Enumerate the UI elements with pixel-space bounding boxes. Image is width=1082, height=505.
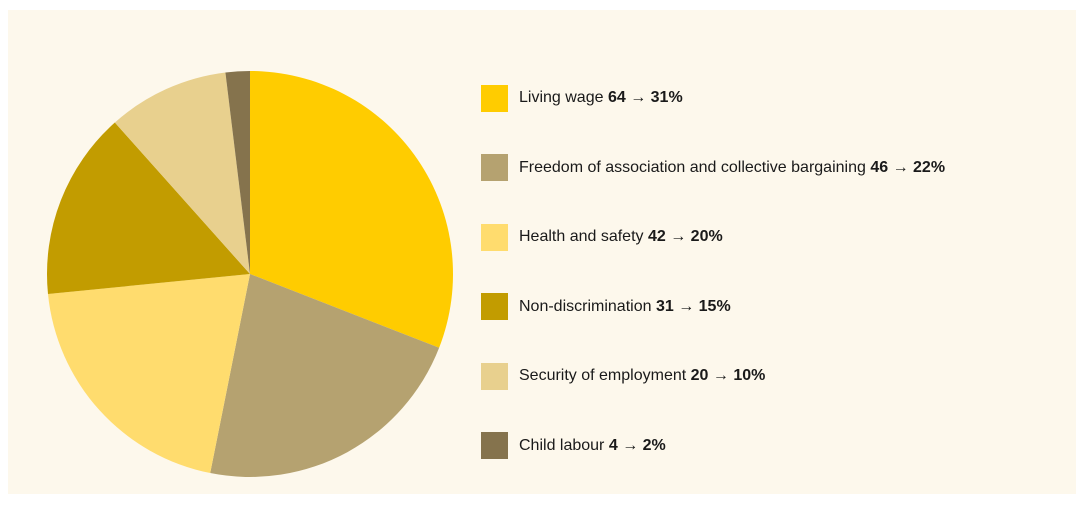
pie-chart — [47, 71, 454, 477]
legend-swatch — [481, 362, 508, 390]
legend-swatch — [481, 84, 508, 112]
legend-item: Child labour 4 → 2% — [481, 432, 945, 460]
legend-item: Freedom of association and collective ba… — [481, 154, 945, 182]
pie-slice-child-labour — [225, 71, 250, 274]
legend-text: Health and safety 42 → 20% — [519, 228, 723, 246]
legend-label: Security of employment — [519, 367, 687, 384]
legend-value: 64 → 31% — [607, 89, 683, 106]
chart-panel: Living wage 64 → 31% Freedom of associati… — [8, 10, 1076, 494]
legend-label: Health and safety — [519, 228, 644, 245]
legend: Living wage 64 → 31% Freedom of associati… — [481, 84, 945, 501]
legend-text: Non-discrimination 31 → 15% — [519, 298, 731, 316]
legend-item: Non-discrimination 31 → 15% — [481, 293, 945, 321]
legend-item: Security of employment 20 → 10% — [481, 362, 945, 390]
legend-value: 42 → 20% — [647, 228, 723, 245]
legend-label: Child labour — [519, 436, 605, 454]
legend-text: Child labour 4 → 2% — [519, 437, 666, 455]
legend-value: 4 → 2% — [608, 436, 666, 454]
legend-text: Security of employment 20 → 10% — [519, 367, 765, 385]
legend-text: Freedom of association and collective ba… — [519, 159, 945, 177]
legend-value: 46 → 22% — [870, 158, 946, 176]
legend-value: 20 → 10% — [690, 367, 766, 384]
legend-swatch — [481, 154, 508, 181]
legend-item: Health and safety 42 → 20% — [481, 223, 945, 251]
pie-slice-freedom-of-association-and-collective-bargaining — [210, 274, 440, 477]
legend-swatch — [481, 293, 508, 320]
pie-slice-security-of-employment — [114, 72, 250, 275]
pie-slice-non-discrimination — [47, 122, 250, 294]
legend-text: Living wage 64 → 31% — [519, 89, 683, 107]
legend-value: 31 → 15% — [655, 297, 731, 315]
legend-label: Non-discrimination — [519, 297, 652, 315]
legend-item: Living wage 64 → 31% — [481, 84, 945, 112]
legend-swatch — [481, 432, 508, 459]
legend-swatch — [481, 223, 508, 251]
legend-label: Freedom of association and collective ba… — [519, 158, 866, 176]
legend-label: Living wage — [519, 89, 604, 106]
pie-slice-health-and-safety — [47, 274, 250, 474]
pie-slice-living-wage — [250, 71, 454, 348]
